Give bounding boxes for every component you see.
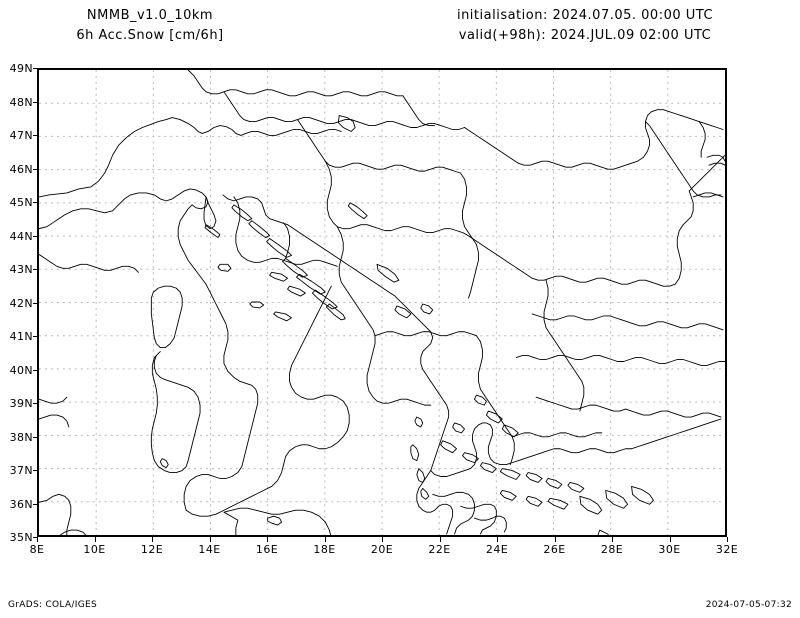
x-tick-mark: [497, 537, 498, 542]
y-tick-label: 37N: [9, 464, 33, 477]
map-plot-frame: [37, 68, 727, 537]
y-tick-mark: [33, 269, 38, 270]
map-plot-inner: [39, 70, 725, 535]
x-tick-mark: [209, 537, 211, 542]
y-tick-mark: [33, 235, 38, 237]
x-tick-label: 22E: [428, 543, 451, 556]
y-tick-mark: [33, 101, 38, 103]
x-tick-label: 12E: [140, 543, 164, 556]
valid-time-label: valid(+98h): 2024.JUL.09 02:00 UTC: [458, 28, 712, 43]
y-tick-label: 35N: [9, 531, 33, 544]
header-left-block: NMMB_v1.0_10km 6h Acc.Snow [cm/6h]: [0, 6, 300, 46]
x-tick-label: 10E: [83, 543, 106, 556]
render-timestamp-label: 2024-07-05-07:32: [705, 600, 792, 610]
x-tick-label: 8E: [29, 543, 45, 556]
x-tick-label: 16E: [255, 543, 279, 556]
y-tick-mark: [33, 68, 38, 69]
y-tick-mark: [33, 202, 38, 203]
x-tick-label: 30E: [658, 543, 681, 556]
x-tick-mark: [554, 537, 556, 542]
x-tick-mark: [669, 537, 671, 542]
x-tick-label: 32E: [715, 543, 739, 556]
y-tick-mark: [33, 369, 38, 371]
x-tick-label: 18E: [313, 543, 336, 556]
field-name-label: 6h Acc.Snow [cm/6h]: [76, 28, 224, 43]
x-tick-mark: [37, 537, 38, 542]
y-tick-label: 49N: [9, 62, 33, 75]
y-tick-mark: [33, 403, 38, 404]
y-tick-label: 36N: [9, 497, 33, 511]
y-tick-mark: [33, 436, 38, 438]
y-tick-mark: [33, 537, 38, 538]
y-tick-label: 45N: [9, 196, 33, 209]
y-tick-label: 38N: [9, 430, 33, 444]
x-tick-label: 26E: [543, 543, 566, 556]
y-tick-label: 39N: [9, 397, 33, 410]
x-tick-mark: [612, 537, 613, 542]
y-tick-label: 40N: [9, 363, 33, 377]
y-tick-label: 47N: [9, 129, 33, 142]
x-tick-label: 28E: [600, 543, 624, 556]
map-coastlines-and-borders: [39, 70, 725, 535]
x-tick-mark: [267, 537, 268, 542]
model-name-label: NMMB_v1.0_10km: [86, 8, 214, 23]
y-tick-label: 43N: [9, 263, 33, 276]
y-tick-mark: [33, 135, 38, 136]
y-tick-mark: [33, 302, 38, 304]
grads-credit-label: GrADS: COLA/IGES: [8, 600, 97, 610]
x-tick-label: 20E: [370, 543, 394, 556]
x-tick-mark: [439, 537, 441, 542]
x-tick-mark: [382, 537, 383, 542]
map-canvas: [39, 70, 725, 535]
y-tick-mark: [33, 168, 38, 170]
map-gridlines: [39, 70, 725, 535]
x-tick-mark: [152, 537, 153, 542]
x-tick-label: 24E: [485, 543, 509, 556]
y-tick-label: 48N: [9, 95, 33, 109]
y-tick-label: 42N: [9, 296, 33, 310]
y-tick-mark: [33, 470, 38, 471]
y-tick-label: 46N: [9, 162, 33, 176]
y-tick-label: 44N: [9, 229, 33, 243]
y-tick-mark: [33, 503, 38, 505]
x-tick-label: 14E: [198, 543, 221, 556]
y-tick-mark: [33, 336, 38, 337]
x-tick-mark: [94, 537, 96, 542]
initialisation-label: initialisation: 2024.07.05. 00:00 UTC: [456, 8, 714, 23]
y-tick-label: 41N: [9, 330, 33, 343]
x-tick-mark: [324, 537, 326, 542]
x-tick-mark: [727, 537, 728, 542]
header-right-block: initialisation: 2024.07.05. 00:00 UTC va…: [400, 6, 770, 46]
